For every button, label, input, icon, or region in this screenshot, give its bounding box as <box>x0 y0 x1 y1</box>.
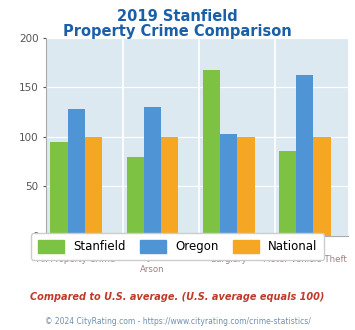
Text: Compared to U.S. average. (U.S. average equals 100): Compared to U.S. average. (U.S. average … <box>30 292 325 302</box>
Bar <box>144 107 161 236</box>
Bar <box>68 109 85 236</box>
Bar <box>296 75 313 236</box>
Bar <box>127 157 144 236</box>
Bar <box>50 142 68 236</box>
Text: Property Crime Comparison: Property Crime Comparison <box>63 24 292 39</box>
Bar <box>220 134 237 236</box>
Text: Motor Vehicle Theft: Motor Vehicle Theft <box>263 255 346 264</box>
Bar <box>85 137 102 236</box>
Text: Burglary: Burglary <box>210 255 247 264</box>
Bar <box>313 137 331 236</box>
Bar <box>161 137 179 236</box>
Text: © 2024 CityRating.com - https://www.cityrating.com/crime-statistics/: © 2024 CityRating.com - https://www.city… <box>45 317 310 326</box>
Text: Arson: Arson <box>140 265 165 274</box>
Legend: Stanfield, Oregon, National: Stanfield, Oregon, National <box>31 233 324 260</box>
Bar <box>237 137 255 236</box>
Bar <box>279 151 296 236</box>
Bar <box>203 70 220 236</box>
Text: Larceny & Theft: Larceny & Theft <box>118 253 187 262</box>
Text: All Property Crime: All Property Crime <box>37 255 115 264</box>
Text: 2019 Stanfield: 2019 Stanfield <box>117 9 238 24</box>
